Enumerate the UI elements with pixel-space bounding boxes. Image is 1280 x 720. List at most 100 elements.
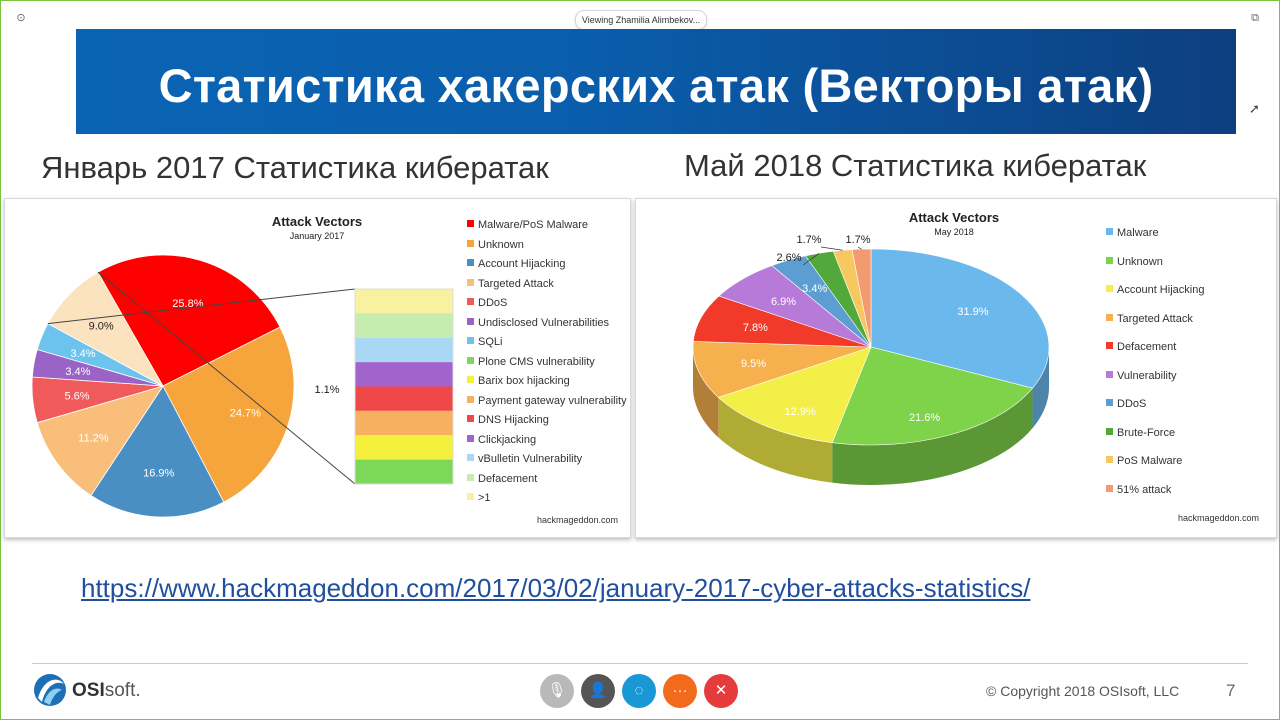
data-label: 16.9% [143,467,174,479]
legend-label: Defacement [1117,341,1177,353]
legend-item-vbulletin-vulnerability: vBulletin Vulnerability [467,453,582,465]
right-subtitle: Май 2018 Статистика кибератак [684,148,1147,183]
bar-segment-plone-cms-vulnerability [355,459,453,484]
data-label: 1.7% [845,234,870,246]
legend-label: Malware [1117,227,1159,239]
pie-slice-account-hijacking [717,346,872,443]
legend-label: Barix box hijacking [478,375,570,387]
legend-label: Payment gateway vulnerability [478,394,627,407]
legend-item-payment-gateway-vulnerability: Payment gateway vulnerability [467,395,627,407]
popout-icon[interactable]: ⧉ [1251,12,1259,24]
legend-swatch [467,239,474,247]
more-button[interactable]: ··· [663,674,697,708]
legend-item-malware-pos-malware: Malware/PoS Malware [467,219,588,231]
legend-item-defacement: Defacement [467,473,537,485]
legend-label: Account Hijacking [478,258,566,270]
legend-item-targeted-attack: Targeted Attack [1106,313,1193,325]
legend-swatch [1106,313,1113,321]
legend-item-malware: Malware [1106,227,1159,239]
data-label: 12.9% [785,406,816,418]
data-label: 21.6% [909,412,940,424]
data-label: 1.7% [796,234,821,246]
mouse-cursor-icon: ➚ [1249,101,1260,116]
chart-panel-may-2018: Attack Vectors May 2018 31.9% 21.6% 12.9% 9.5… [635,198,1277,538]
legend-label: Malware/PoS Malware [478,219,589,231]
legend-label: >1 [478,492,491,504]
leader-line [802,252,820,266]
legend-label: DDoS [1117,398,1147,410]
data-label: 5.6% [65,390,90,402]
legend-label: 51% attack [1117,483,1172,496]
watermark-left: hackmageddon.com [537,515,619,525]
pie-slice-targeted-attack [692,341,872,398]
legend-item-brute-force: Brute-Force [1106,427,1175,439]
leave-icon: ✕ [714,682,728,699]
legend-item-unknown: Unknown [467,239,524,251]
chart-subtitle: January 2017 [290,231,345,241]
legend-swatch [467,415,474,422]
legend-label: Targeted Attack [478,277,554,290]
legend-label: DDoS [478,297,508,309]
leader-line [857,246,862,250]
legend-label: Plone CMS vulnerability [478,355,595,368]
bar-segment-dns-hijacking [355,386,453,411]
data-label: 3.4% [802,283,827,295]
legend-label: Vulnerability [1117,369,1177,382]
leave-button[interactable]: ✕ [704,674,738,708]
info-icon[interactable]: ⊙ [16,12,26,24]
footer-divider [32,663,1248,664]
legend-item-unknown: Unknown [1106,256,1163,268]
legend-item-sqli: SQLi [467,336,502,348]
legend-swatch [467,259,474,266]
legend-label: Clickjacking [478,433,537,446]
legend-swatch [467,220,474,227]
chat-button[interactable]: ◌ [622,674,656,708]
pie-chart-jan-2017: Attack Vectors January 2017 25.8% 24.7% 16.9… [31,214,454,518]
bar-segment-defacement [355,313,453,338]
bar-segment-barix-box-hijacking [355,435,453,460]
legend-swatch [467,376,474,383]
bar-segment-clickjacking [355,362,453,387]
viewing-indicator[interactable]: Viewing Zhamilia Alimbekov... [575,10,707,30]
legend-item-account-hijacking: Account Hijacking [467,258,565,270]
legend-label: Unknown [1117,255,1163,268]
pie-side-account-hijacking [718,397,833,483]
legend-label: Brute-Force [1117,426,1176,439]
participants-button[interactable]: 👤 [581,674,615,708]
legend-swatch [1106,370,1113,378]
pie-chart-may-2018: Attack Vectors May 2018 31.9% 21.6% 12.9% 9.5… [692,210,1050,485]
legend-item-ddos: DDoS [467,297,507,309]
copyright: © Copyright 2018 OSIsoft, LLC [986,683,1180,699]
legend-swatch [467,337,474,344]
legend-item-targeted-attack: Targeted Attack [467,278,554,290]
mic-button[interactable]: 🎙 [540,674,574,708]
legend-swatch [467,356,474,364]
pie-side-malware [1032,347,1049,429]
connector-line [97,271,356,485]
legend-swatch [467,454,474,461]
legend-item-1: >1 [467,492,491,504]
legend-swatch [467,317,474,325]
legend-swatch [467,298,474,305]
legend-swatch [1106,427,1113,435]
source-link[interactable]: https://www.hackmageddon.com/2017/03/02/… [81,573,1031,603]
legend-item-51-attack: 51% attack [1106,484,1171,496]
bar-segment-vbulletin-vulnerability [355,337,453,363]
data-label: 9.0% [89,321,114,333]
left-subtitle: Январь 2017 Статистика кибератак [41,150,549,185]
legend-label: SQLi [478,336,503,348]
mic-icon: 🎙 [547,682,567,699]
legend-swatch [467,493,474,500]
chat-icon: ◌ [634,682,644,699]
data-label: 11.2% [78,432,109,444]
data-label: 3.4% [65,366,90,378]
legend-item-barix-box-hijacking: Barix box hijacking [467,375,570,387]
slide-title: Статистика хакерских атак (Векторы атак) [158,59,1154,112]
legend-swatch [1106,399,1113,406]
legend-label: Account Hijacking [1117,284,1205,296]
data-label: 24.7% [230,407,261,419]
pie-slice-malware [870,248,1050,389]
data-label: 25.8% [172,298,203,310]
leader-line [820,246,843,251]
data-label: 3.4% [70,348,95,360]
